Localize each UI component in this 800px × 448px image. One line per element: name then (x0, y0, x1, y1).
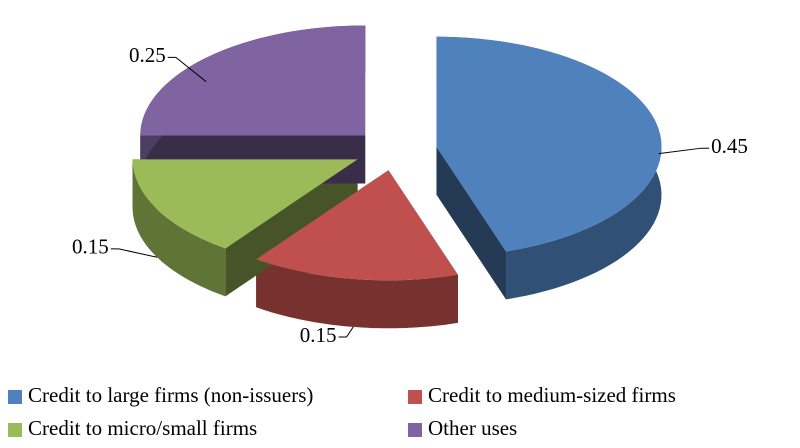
legend-label: Credit to micro/small firms (28, 416, 257, 440)
legend-item: Credit to medium-sized firms (408, 383, 676, 407)
legend-item: Other uses (408, 416, 517, 440)
slice-side (132, 159, 226, 297)
slice-side (256, 259, 458, 329)
slice-top (140, 25, 366, 136)
legend-label: Credit to medium-sized firms (428, 383, 676, 407)
pie-tops (132, 25, 662, 281)
data-label: 0.15 (300, 323, 337, 347)
leader-line (658, 147, 710, 155)
slice-top (256, 170, 458, 281)
slice-top (436, 36, 662, 252)
slice-top (132, 159, 358, 249)
leader-line (110, 248, 158, 258)
data-label: 0.45 (711, 134, 748, 158)
legend-swatch (408, 390, 422, 404)
legend-swatch (8, 390, 22, 404)
legend-swatch (408, 423, 422, 437)
leader-line (338, 326, 354, 338)
data-label: 0.25 (129, 43, 166, 67)
legend-swatch (8, 423, 22, 437)
data-label: 0.15 (72, 235, 109, 259)
legend-item: Credit to large firms (non-issuers) (8, 383, 313, 407)
legend-label: Other uses (428, 416, 517, 440)
leader-line (167, 56, 207, 83)
legend-item: Credit to micro/small firms (8, 416, 257, 440)
slice-wall (436, 146, 507, 300)
legend-label: Credit to large firms (non-issuers) (28, 383, 313, 407)
